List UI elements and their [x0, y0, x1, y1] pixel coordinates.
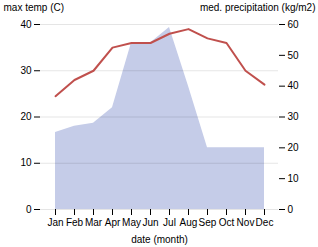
svg-text:Jan: Jan — [47, 217, 63, 228]
svg-text:med. precipitation (kg/m2): med. precipitation (kg/m2) — [200, 2, 316, 13]
svg-text:max temp (C): max temp (C) — [4, 2, 65, 13]
svg-text:40: 40 — [20, 19, 32, 30]
svg-text:10: 10 — [288, 173, 300, 184]
svg-text:Sep: Sep — [199, 217, 217, 228]
svg-text:30: 30 — [288, 111, 300, 122]
svg-text:Apr: Apr — [105, 217, 121, 228]
svg-text:0: 0 — [26, 204, 32, 215]
svg-text:0: 0 — [288, 204, 294, 215]
svg-text:Oct: Oct — [219, 217, 235, 228]
svg-text:Feb: Feb — [66, 217, 84, 228]
svg-text:Nov: Nov — [237, 217, 255, 228]
svg-text:May: May — [122, 217, 141, 228]
svg-text:20: 20 — [288, 142, 300, 153]
svg-text:Mar: Mar — [85, 217, 103, 228]
svg-text:30: 30 — [20, 65, 32, 76]
svg-text:Jul: Jul — [163, 217, 176, 228]
svg-text:20: 20 — [20, 111, 32, 122]
svg-text:date (month): date (month) — [131, 234, 188, 245]
svg-text:Dec: Dec — [256, 217, 274, 228]
svg-text:60: 60 — [288, 19, 300, 30]
svg-text:10: 10 — [20, 157, 32, 168]
svg-text:40: 40 — [288, 80, 300, 91]
svg-text:Jun: Jun — [142, 217, 158, 228]
svg-text:Aug: Aug — [180, 217, 198, 228]
svg-text:50: 50 — [288, 50, 300, 61]
